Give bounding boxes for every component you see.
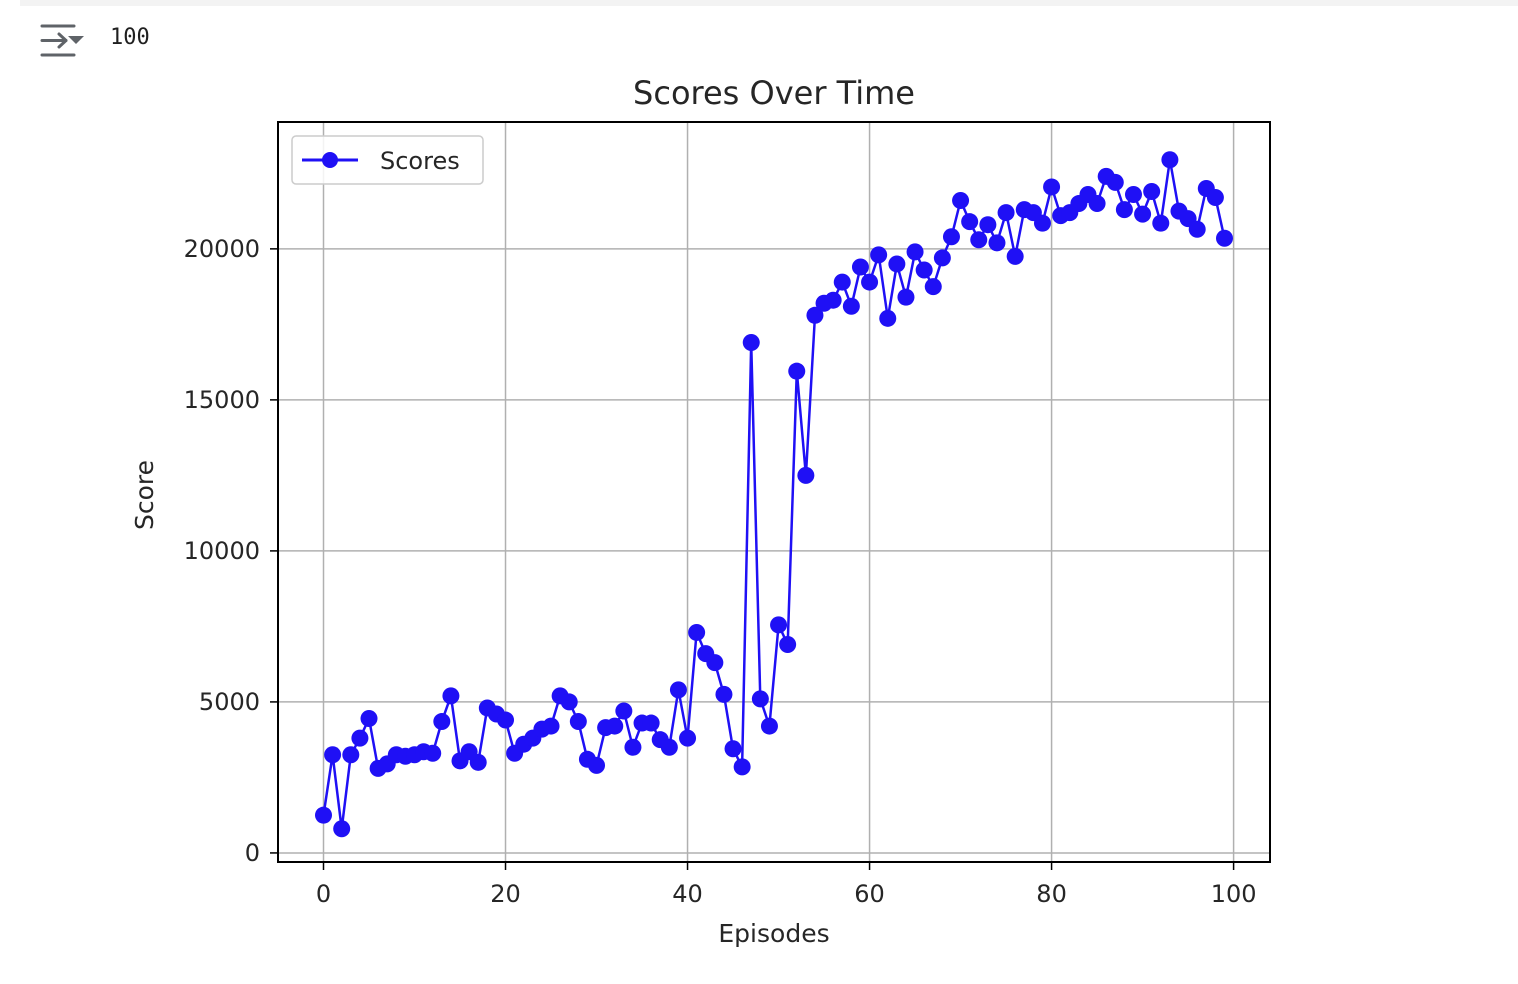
legend-point-marker — [322, 152, 338, 168]
output-value: 100 — [110, 25, 150, 50]
data-point — [824, 291, 842, 309]
y-tick-label: 10000 — [184, 537, 260, 565]
y-tick-label: 15000 — [184, 386, 260, 414]
axis-ticks: 0 20 40 60 80 100 0 5000 10000 15000 20000 — [184, 235, 1257, 908]
data-point — [342, 746, 360, 764]
data-point — [788, 362, 806, 380]
data-point — [870, 246, 888, 264]
x-axis-label: Episodes — [718, 919, 829, 948]
data-point — [733, 758, 751, 776]
data-point — [1115, 201, 1133, 219]
legend: Scores — [291, 135, 484, 185]
data-point — [706, 654, 724, 672]
data-point — [1043, 178, 1061, 196]
data-point — [1033, 214, 1051, 232]
data-point — [660, 738, 678, 756]
data-point — [770, 616, 788, 634]
data-point — [442, 687, 460, 705]
data-point — [679, 729, 697, 747]
data-point — [942, 228, 960, 246]
data-point — [797, 466, 815, 484]
data-point — [833, 273, 851, 291]
data-point — [588, 756, 606, 774]
data-point — [888, 255, 906, 273]
data-point — [715, 685, 733, 703]
data-point — [560, 693, 578, 711]
data-point — [315, 806, 333, 824]
data-point — [497, 711, 515, 729]
y-tick-label: 20000 — [184, 235, 260, 263]
data-point — [669, 681, 687, 699]
data-point — [469, 753, 487, 771]
data-point — [624, 738, 642, 756]
data-point — [424, 744, 442, 762]
data-point — [979, 216, 997, 234]
data-point — [642, 714, 660, 732]
data-point — [360, 710, 378, 728]
x-tick-label: 80 — [1036, 880, 1067, 908]
data-point — [924, 278, 942, 296]
data-point — [879, 309, 897, 327]
data-point — [1143, 182, 1161, 200]
plot-frame — [277, 121, 1271, 863]
data-point — [961, 213, 979, 231]
data-point — [842, 297, 860, 315]
data-point — [688, 623, 706, 641]
y-tick-label: 5000 — [199, 688, 260, 716]
data-point — [760, 717, 778, 735]
chart-title: Scores Over Time — [633, 74, 915, 112]
y-axis-label: Score — [130, 460, 159, 530]
x-tick-label: 20 — [490, 880, 521, 908]
collapse-output-icon[interactable] — [38, 22, 88, 60]
data-point — [1106, 173, 1124, 191]
data-point — [851, 258, 869, 276]
data-point — [779, 636, 797, 654]
data-point — [606, 717, 624, 735]
data-point — [1124, 185, 1142, 203]
legend-label-scores: Scores — [380, 147, 460, 175]
data-point — [1188, 220, 1206, 238]
data-point — [433, 713, 451, 731]
data-point — [970, 231, 988, 249]
data-point — [806, 306, 824, 324]
data-point — [1152, 214, 1170, 232]
data-point — [333, 820, 351, 838]
data-point — [933, 249, 951, 267]
y-tick-label: 0 — [245, 839, 260, 867]
x-tick-label: 40 — [672, 880, 703, 908]
data-point — [1161, 151, 1179, 169]
data-point — [742, 333, 760, 351]
data-point — [861, 273, 879, 291]
data-point — [906, 243, 924, 261]
data-point — [615, 702, 633, 720]
data-point — [751, 690, 769, 708]
data-point — [351, 729, 369, 747]
data-point — [1215, 229, 1233, 247]
legend-box — [291, 135, 484, 185]
x-tick-label: 100 — [1211, 880, 1257, 908]
data-point — [1206, 189, 1224, 207]
data-point — [915, 261, 933, 279]
series-scores — [315, 151, 1233, 838]
data-point — [569, 713, 587, 731]
data-point — [997, 204, 1015, 222]
data-point — [724, 740, 742, 758]
data-point — [1088, 195, 1106, 213]
data-point — [542, 717, 560, 735]
data-point — [897, 288, 915, 306]
data-point — [952, 192, 970, 210]
cell-top-divider — [20, 0, 1518, 6]
x-tick-label: 60 — [854, 880, 885, 908]
data-point — [324, 746, 342, 764]
data-point — [1134, 205, 1152, 223]
x-tick-label: 0 — [316, 880, 331, 908]
data-point — [988, 234, 1006, 252]
data-point — [1006, 247, 1024, 265]
